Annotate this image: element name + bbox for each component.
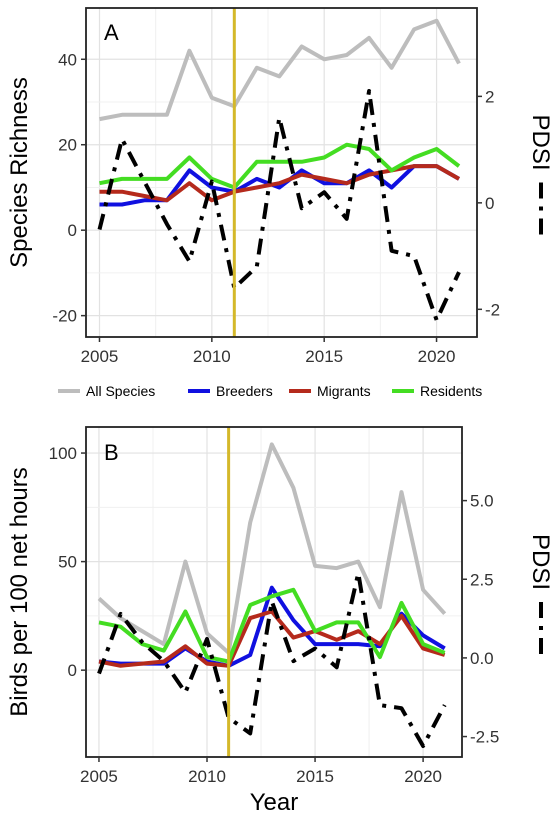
- panel-letter: A: [104, 20, 119, 45]
- x-tick-label: 2005: [81, 347, 119, 366]
- y-tick-label: 100: [49, 444, 77, 463]
- legend-label: Residents: [420, 383, 482, 399]
- legend-item: All Species: [58, 383, 155, 399]
- y2-axis-title-group: PDSI: [527, 114, 550, 243]
- panel-letter: B: [104, 440, 119, 465]
- y-tick-label: 50: [58, 553, 77, 572]
- x-tick-label: 2005: [80, 767, 118, 786]
- y2-axis-title: PDSI: [527, 114, 550, 170]
- y2-tick-label: 0: [485, 194, 494, 213]
- series-line-all-species: [99, 18, 461, 122]
- y-axis-title: Species Richness: [6, 77, 33, 268]
- legend-label: Breeders: [216, 383, 273, 399]
- series-group: [97, 442, 447, 748]
- legend: All Species Breeders Migrants Residents: [58, 383, 482, 399]
- panel-frame: [85, 426, 463, 758]
- panel-b-birds-per-net-hours: 2005 2010 2015 2020 0 50 100 -2.5 0.0 2.5 5.0 B Bird…: [6, 426, 550, 816]
- series-line-all-species: [97, 442, 447, 655]
- y-tick-label: 20: [58, 136, 77, 155]
- x-tick-label: 2020: [418, 347, 456, 366]
- y2-tick-label: 2: [485, 87, 494, 106]
- y2-axis-title: PDSI: [527, 534, 550, 590]
- legend-item: Breeders: [188, 383, 273, 399]
- y2-tick-label: 0.0: [470, 649, 494, 668]
- x-tick-label: 2015: [305, 347, 343, 366]
- panel-frame: [85, 7, 478, 338]
- series-line-pdsi: [97, 571, 447, 748]
- legend-item: Migrants: [289, 383, 371, 399]
- legend-item: Residents: [392, 383, 482, 399]
- plot-background: [86, 8, 477, 337]
- series-line-migrants: [99, 164, 460, 203]
- series-group: [97, 18, 461, 322]
- x-tick-label: 2010: [188, 767, 226, 786]
- legend-label: All Species: [86, 383, 155, 399]
- legend-label: Migrants: [317, 383, 371, 399]
- x-axis-title: Year: [250, 789, 299, 816]
- y-tick-label: 0: [68, 221, 77, 240]
- y-tick-label: 40: [58, 50, 77, 69]
- y-tick-label: 0: [68, 661, 77, 680]
- y2-tick-label: 5.0: [470, 492, 494, 511]
- y-tick-label: -20: [52, 307, 77, 326]
- y2-tick-label: 2.5: [470, 570, 494, 589]
- y2-axis-title-group: PDSI: [527, 534, 550, 662]
- series-line-residents: [98, 587, 446, 664]
- x-tick-label: 2020: [404, 767, 442, 786]
- gridlines: [86, 427, 462, 757]
- y-axis-title: Birds per 100 net hours: [6, 467, 33, 716]
- series-line-residents: [99, 142, 461, 190]
- y2-tick-label: -2.5: [470, 728, 499, 747]
- y2-tick-label: -2: [485, 300, 500, 319]
- gridlines: [86, 8, 477, 337]
- x-tick-label: 2010: [193, 347, 231, 366]
- x-tick-label: 2015: [296, 767, 334, 786]
